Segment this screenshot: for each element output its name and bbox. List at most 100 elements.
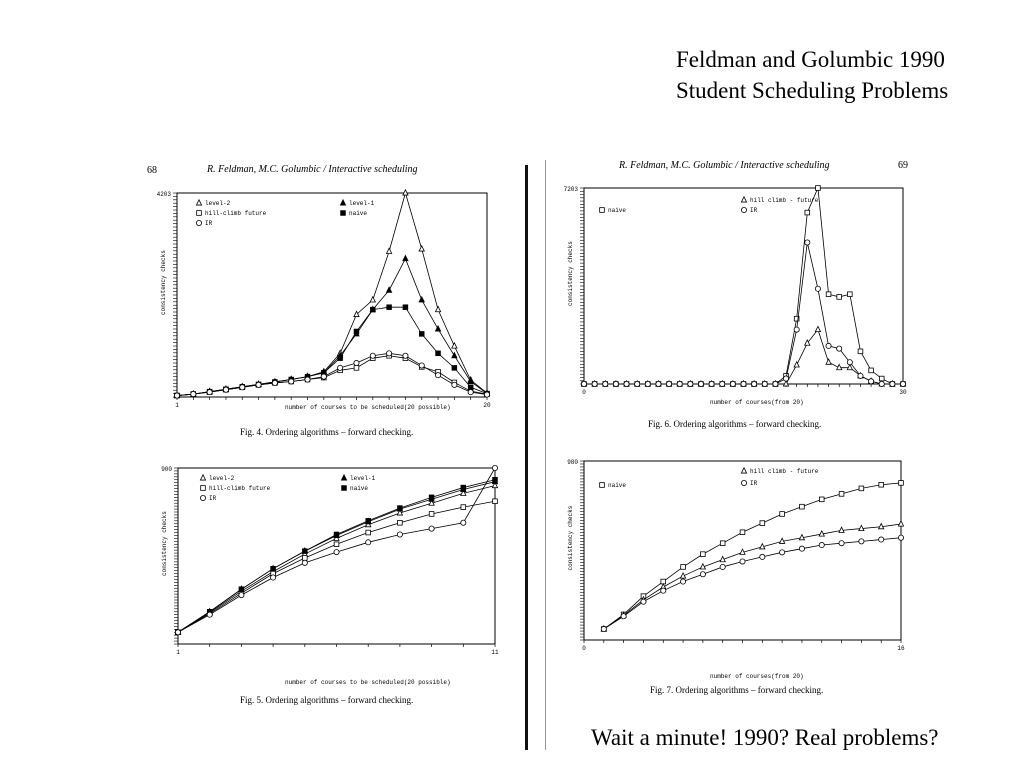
fig4-series-4	[173, 350, 490, 399]
fig5-data-point	[206, 611, 213, 618]
fig4-legend-label: naive	[349, 210, 367, 217]
fig4-legend-marker	[196, 210, 202, 216]
fig5-legend-label: hill-climb future	[209, 485, 271, 492]
fig7-legend-entry: hill climb - future	[740, 466, 819, 475]
fig6-data-point	[580, 380, 587, 387]
fig5-legend-entry: level-1	[340, 473, 376, 482]
fig4-data-point	[337, 364, 344, 371]
fig6-data-point	[825, 358, 832, 365]
fig7-data-point	[858, 524, 865, 532]
fig6-data-point	[814, 285, 821, 292]
fig6-data-point	[655, 380, 662, 387]
fig7-series-line	[603, 537, 902, 630]
fig5-data-point	[302, 548, 308, 554]
chart-fig5: 900 1 11 number of courses to be scheduled(…	[145, 462, 505, 694]
fig7-series-0	[601, 480, 904, 632]
fig4-data-point	[222, 386, 229, 393]
slide-title-line2: Student Scheduling Problems	[676, 78, 949, 103]
fig7-data-point	[819, 496, 825, 503]
fig6-series-2	[580, 239, 906, 387]
fig6-data-point	[836, 294, 842, 300]
fig6-series-line	[584, 242, 903, 385]
fig7-svg: 980 0 16 number of courses(from 20) consiste…	[567, 459, 905, 680]
fig5-legend-label: IR	[209, 495, 217, 502]
fig6-data-point	[815, 185, 821, 191]
fig4-legend-marker	[339, 198, 347, 206]
fig6-data-point	[761, 380, 768, 387]
fig4-series-2	[174, 353, 490, 399]
fig4-data-point	[386, 304, 392, 310]
fig4-series-0	[173, 188, 491, 399]
fig6-data-point	[591, 380, 598, 387]
fig7-x-axis-ticks	[583, 640, 902, 643]
fig5-x-tick-label-first: 1	[176, 649, 180, 656]
fig6-data-point	[676, 380, 683, 387]
fig5-data-point	[460, 519, 467, 526]
fig4-data-point	[206, 389, 213, 396]
fig6-data-point	[602, 380, 609, 387]
fig5-data-point	[396, 531, 403, 538]
fig7-data-point	[759, 542, 766, 550]
fig7-y-axis-label: consistency checks	[567, 505, 574, 570]
fig7-data-point	[838, 491, 845, 497]
fig6-data-point	[868, 367, 874, 374]
fig6-data-point	[719, 380, 726, 387]
right-page-number: 69	[898, 160, 908, 171]
fig4-legend-entry: level-1	[339, 198, 375, 207]
fig5-data-point	[491, 481, 499, 489]
fig5-data-point	[492, 498, 498, 504]
fig4-legend-entry: level-2	[195, 198, 231, 207]
fig6-legend-entry: hill climb - future	[740, 195, 819, 204]
fig5-data-point	[491, 465, 498, 471]
fig4-data-point	[385, 247, 393, 254]
fig7-data-point	[877, 522, 885, 530]
fig4-data-point	[271, 379, 278, 386]
fig4-y-axis-ticks	[173, 192, 177, 398]
fig7-data-point	[680, 578, 687, 585]
fig4-data-point	[451, 341, 458, 349]
fig7-legend-marker	[740, 479, 747, 486]
fig6-data-point	[740, 380, 747, 387]
fig6-data-point	[804, 209, 811, 216]
fig6-data-point	[846, 359, 853, 366]
fig6-x-axis-label: number of courses(from 20)	[710, 399, 804, 406]
fig4-legend-marker	[195, 198, 203, 206]
fig7-data-point	[838, 540, 845, 547]
fig4-data-point	[353, 310, 360, 317]
fig4-data-point	[239, 384, 246, 391]
left-page-header: R. Feldman, M.C. Golumbic / Interactive …	[207, 164, 418, 175]
fig7-data-point	[739, 558, 746, 565]
fig5-legend-marker	[200, 485, 206, 491]
fig5-data-point	[460, 489, 467, 496]
fig4-legend-entry: IR	[196, 220, 213, 227]
fig6-data-point	[836, 345, 843, 352]
fig4-data-point	[467, 389, 474, 396]
fig7-data-point	[719, 540, 726, 546]
fig6-data-point	[729, 380, 736, 387]
fig4-legend-label: level-1	[349, 200, 375, 207]
fig5-series-2	[175, 498, 498, 636]
fig4-data-point	[190, 391, 197, 398]
fig6-data-point	[612, 380, 619, 387]
fig5-legend-label: level-2	[209, 475, 235, 482]
fig7-data-point	[739, 548, 746, 555]
fig5-x-axis-label: number of courses to be scheduled(20 pos…	[285, 679, 451, 686]
fig6-data-point	[804, 339, 811, 346]
fig4-data-point	[434, 305, 442, 313]
fig5-series-4	[174, 465, 498, 636]
fig6-data-point	[835, 363, 843, 371]
fig4-data-point	[467, 384, 474, 391]
fig6-legend-label: naive	[608, 207, 626, 214]
fig5-legend-entry: hill-climb future	[200, 485, 271, 492]
fig4-data-point	[418, 244, 425, 252]
fig6-data-point	[708, 380, 715, 387]
fig7-data-point	[878, 482, 884, 488]
fig5-legend-label: naive	[350, 485, 368, 492]
fig4-data-point	[402, 188, 409, 196]
fig4-data-point	[451, 365, 458, 371]
fig7-data-point	[798, 545, 805, 552]
fig4-data-point	[255, 381, 262, 388]
fig6-data-point	[857, 348, 864, 355]
fig5-data-point	[397, 505, 403, 511]
fig6-series-line	[584, 328, 903, 385]
